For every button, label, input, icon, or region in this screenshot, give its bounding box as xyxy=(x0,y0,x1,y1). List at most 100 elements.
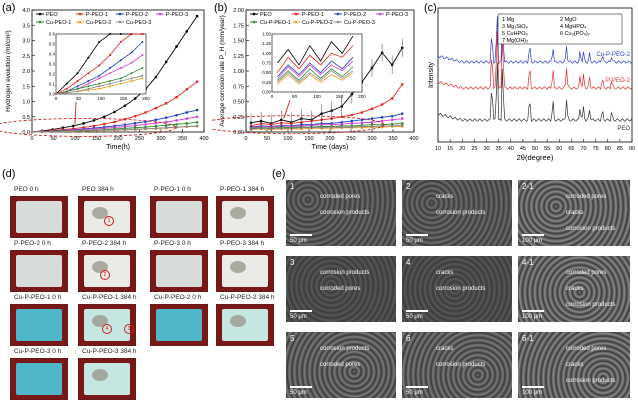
data-point xyxy=(195,14,199,18)
data-point xyxy=(390,122,394,126)
data-point xyxy=(340,125,344,129)
inset-x-tick-label: 100 xyxy=(313,94,321,99)
sample-plate xyxy=(222,309,268,341)
legend-marker xyxy=(38,12,42,16)
data-point xyxy=(320,126,323,130)
x-tick-label: 65 xyxy=(568,146,574,152)
data-point xyxy=(390,118,394,122)
data-point xyxy=(41,130,44,134)
data-point xyxy=(144,123,147,126)
sem-annotation: cracks xyxy=(566,362,584,368)
x-tick-label: 15 xyxy=(447,146,453,152)
inset-y-tick-label: 1.25 xyxy=(262,41,271,46)
data-point xyxy=(144,127,147,130)
sem-annotation: corroded pores xyxy=(320,362,361,368)
inset-point xyxy=(109,82,111,85)
photo-label: PEO 0 h xyxy=(14,186,39,193)
sem-annotation: corrosion products xyxy=(320,210,370,216)
sample-plate xyxy=(16,201,62,233)
circled-region-mark: 2 xyxy=(100,270,110,280)
circled-region-mark: 3 xyxy=(124,324,134,334)
sem-image: 1 50 μm corroded pores corrosion products xyxy=(286,180,396,246)
sem-annotation: corrosion products xyxy=(566,378,616,384)
phase-legend-item: 4 MgHPO₄ xyxy=(560,24,587,30)
photo-label: Cu-P-PEO-3 0 h xyxy=(14,348,62,355)
inset-point xyxy=(76,80,79,82)
xrd-trace-label: Cu-P-PEO-2 xyxy=(596,52,630,58)
inset-point xyxy=(55,93,57,95)
inset-point xyxy=(98,74,101,77)
data-point xyxy=(154,118,158,122)
data-point xyxy=(133,114,137,118)
inset-series-line xyxy=(277,35,354,66)
inset-point xyxy=(87,80,90,82)
inset-point xyxy=(119,41,122,43)
y-tick-label: 1.00 xyxy=(233,69,244,75)
data-point xyxy=(164,102,168,105)
data-point xyxy=(185,117,189,120)
legend-label: PEO xyxy=(260,12,272,18)
inset-point xyxy=(76,87,79,90)
x-tick-label: 200 xyxy=(113,136,122,142)
inset-point xyxy=(87,87,90,90)
data-point xyxy=(113,120,116,124)
y-tick-label: 1.5 xyxy=(22,84,30,90)
xrd-trace-label: PEO xyxy=(617,126,630,132)
legend-label: PEO xyxy=(46,12,58,18)
legend-label: P-PEO-3 xyxy=(166,12,188,18)
x-tick-label: 250 xyxy=(346,136,355,142)
inset-x-tick-label: 150 xyxy=(336,94,344,99)
x-axis-label: Time(h) xyxy=(106,144,130,151)
scale-bar xyxy=(522,310,544,312)
sem-image: 4-1 100 μm corroded pores cracks corrosion p… xyxy=(518,256,630,322)
photo-label: P-PEO-3 384 h xyxy=(220,240,265,247)
x-tick-label: 35 xyxy=(496,146,502,152)
y-tick-label: 4.0 xyxy=(22,8,30,14)
scale-bar xyxy=(290,310,312,312)
data-point xyxy=(82,129,85,133)
data-point xyxy=(51,130,54,133)
corrosion-spot xyxy=(230,261,246,273)
data-point xyxy=(133,121,137,125)
inset-x-tick-label: 50 xyxy=(76,96,82,101)
data-point xyxy=(380,119,384,123)
sample-photo xyxy=(78,250,136,292)
data-point xyxy=(185,125,189,128)
x-tick-label: 20 xyxy=(459,146,465,152)
scale-bar-label: 50 μm xyxy=(290,238,307,244)
sample-photo xyxy=(10,250,68,292)
sem-panel-number: 6 xyxy=(406,334,411,343)
photo-label: Cu-P-PEO-1 384 h xyxy=(82,294,137,301)
inset-series-line xyxy=(277,45,354,73)
legend-label: Cu-P-PEO-2 xyxy=(302,20,333,26)
inset-point xyxy=(119,67,122,69)
legend-label: Cu-PEO-1 xyxy=(46,20,71,26)
scale-bar-label: 50 μm xyxy=(406,314,423,320)
inset-y-tick-label: 0.0 xyxy=(49,92,56,97)
chart-b-corrosion-rate: 0 50 100 150 200 250 300 350 400 0.00 0.25 0.50 0.75… xyxy=(212,8,419,151)
sem-annotation: corrosion products xyxy=(566,226,616,232)
data-point xyxy=(133,97,137,100)
data-point xyxy=(154,106,158,110)
data-point xyxy=(61,126,65,130)
data-point xyxy=(154,75,158,79)
xrd-trace xyxy=(437,16,633,65)
data-point xyxy=(123,125,127,128)
inset-point xyxy=(76,90,79,93)
inset-series-line xyxy=(277,72,354,85)
sem-annotation: cracks xyxy=(436,270,454,276)
legend-label: P-PEO-2 xyxy=(344,12,366,18)
panel-letter-b: (b) xyxy=(214,2,228,14)
x-tick-label: 400 xyxy=(199,136,208,142)
sem-annotation: corroded pores xyxy=(566,270,607,276)
legend-label: Cu-PEO-2 xyxy=(86,20,111,26)
inset-point xyxy=(141,54,144,56)
inset-series-line xyxy=(277,66,354,81)
data-point xyxy=(380,103,384,106)
series-line-P-PEO-1 xyxy=(250,84,403,127)
inset-point xyxy=(109,54,111,56)
sem-panel-number: 4 xyxy=(406,258,411,267)
y-tick-label: 1.50 xyxy=(233,39,244,45)
inset-series-line xyxy=(277,60,354,79)
sample-plate xyxy=(16,309,62,341)
